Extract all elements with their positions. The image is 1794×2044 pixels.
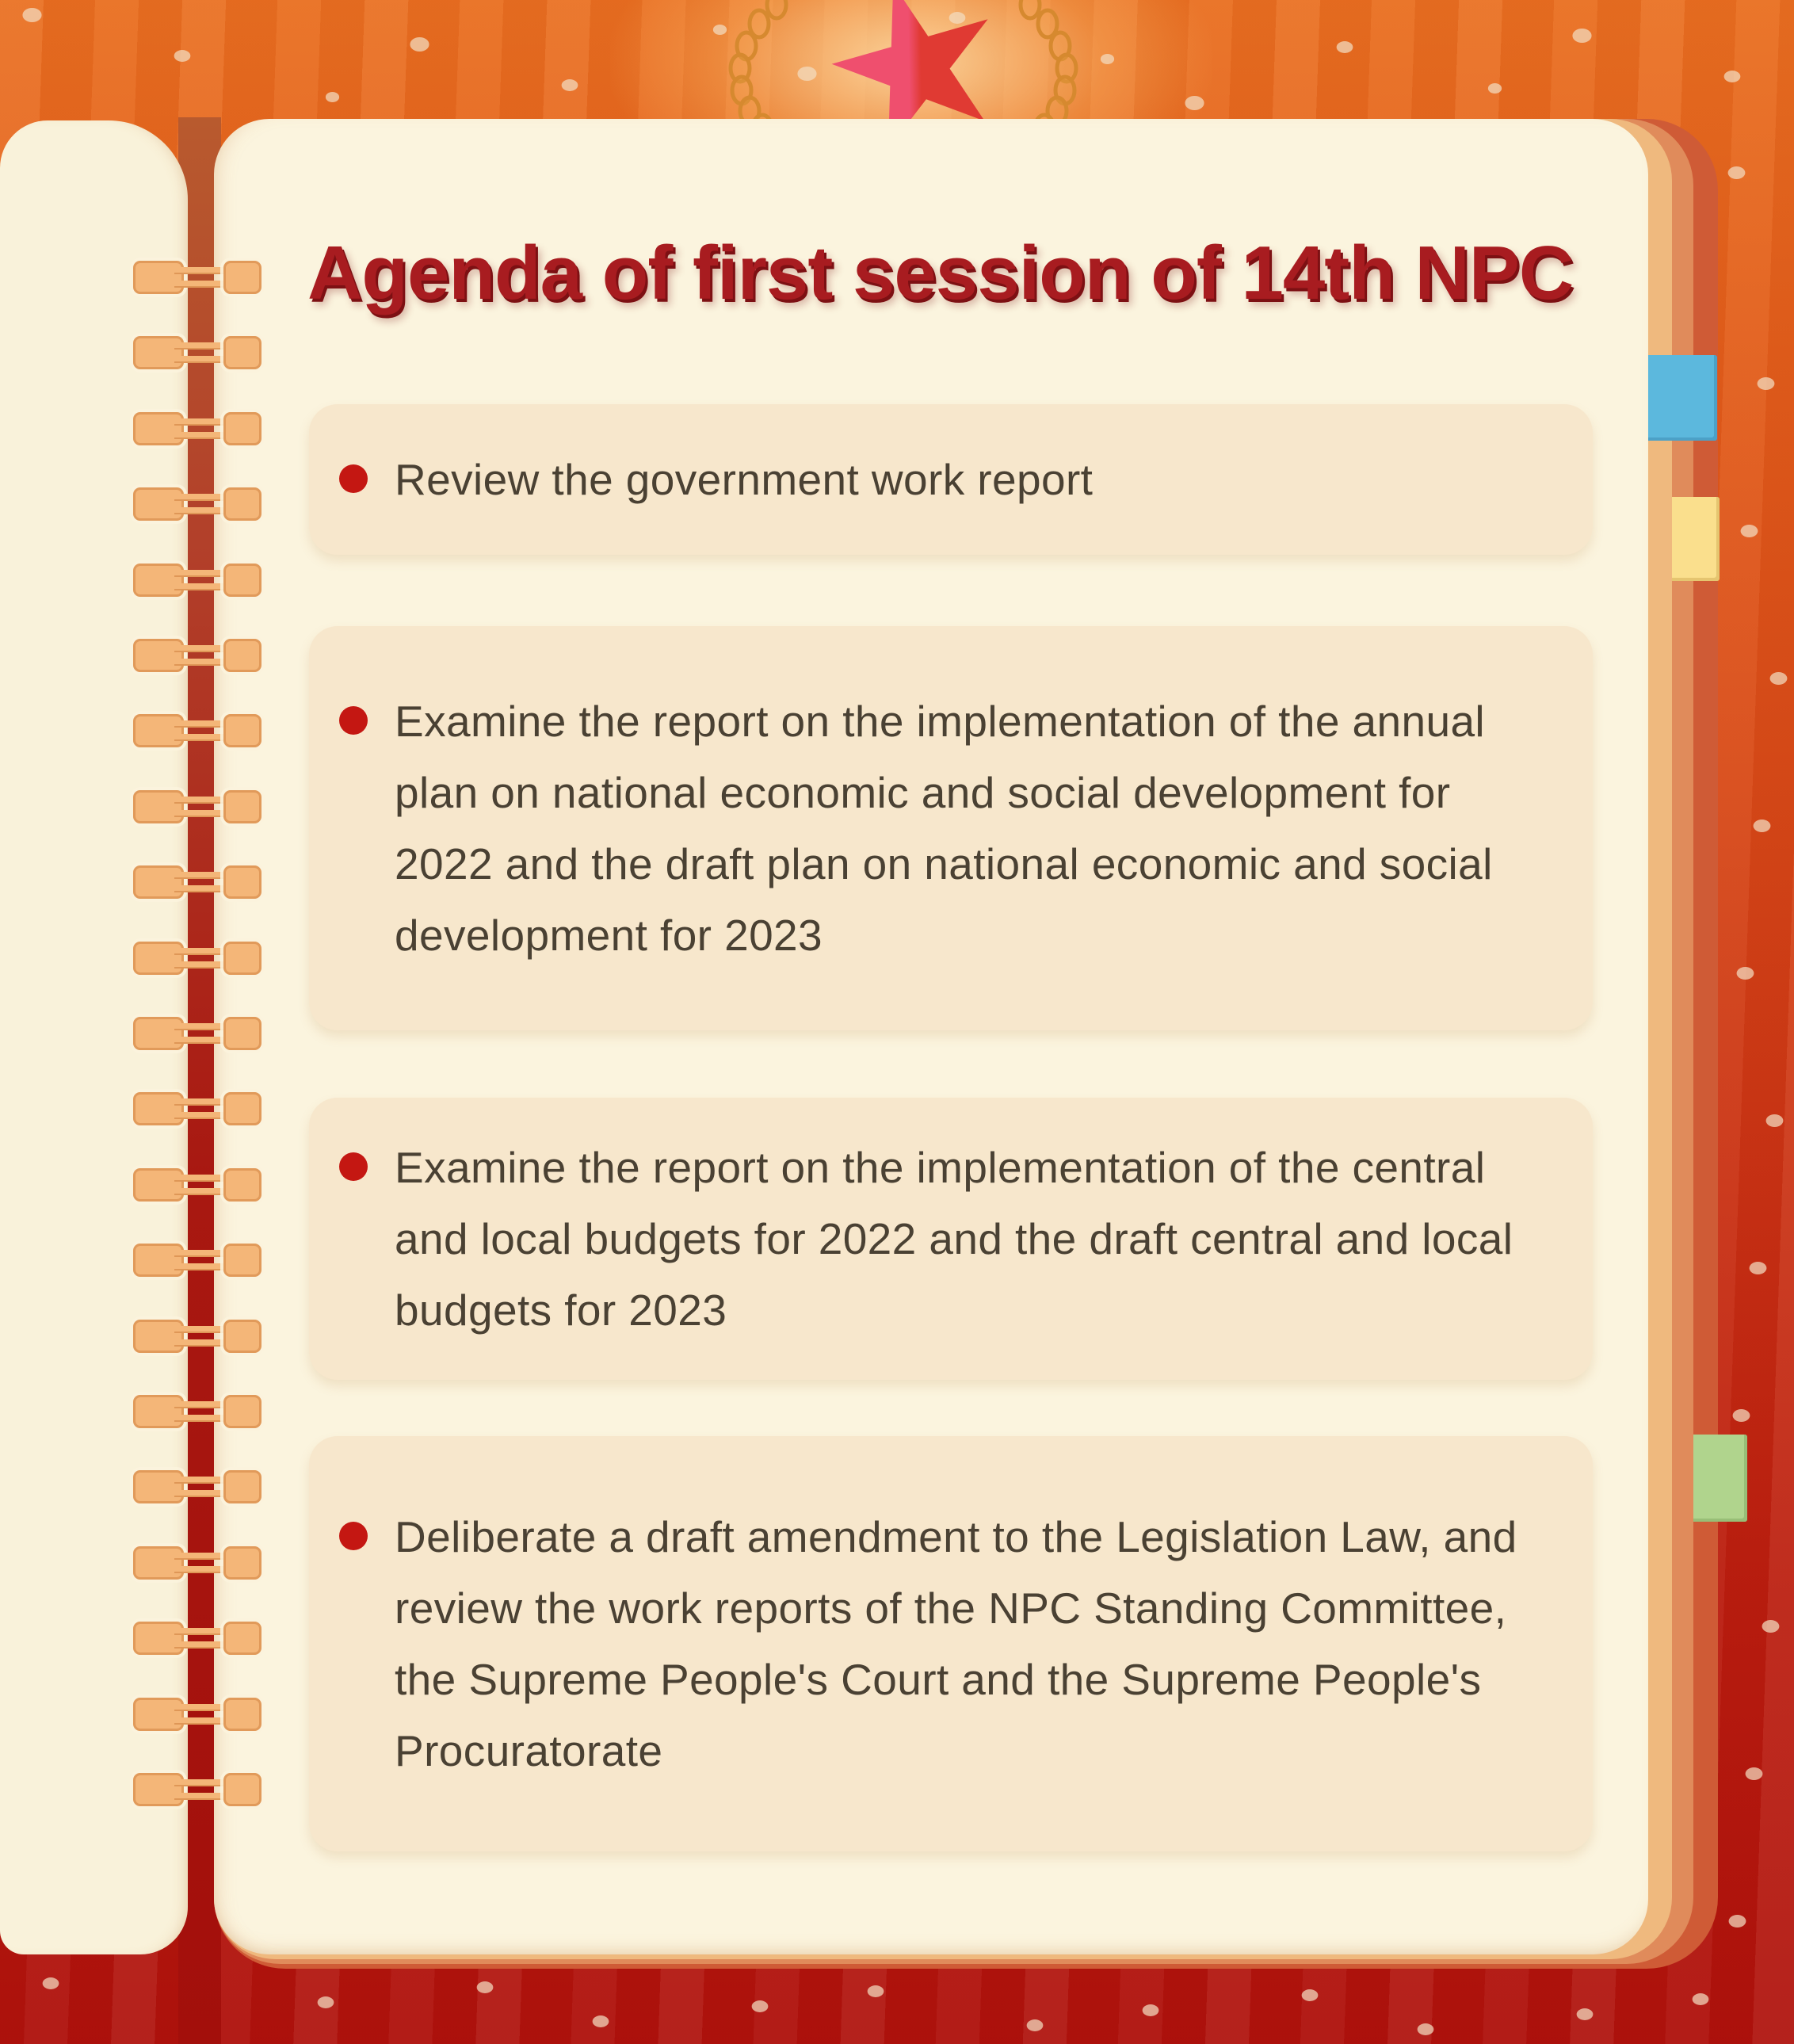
binding-ring-icon — [133, 1470, 261, 1504]
polka-dot — [1727, 166, 1746, 179]
agenda-item-text: Examine the report on the implementation… — [395, 697, 1493, 960]
binding-ring-icon — [133, 1092, 261, 1126]
polka-dot — [1765, 1114, 1784, 1127]
polka-dot — [22, 8, 42, 22]
polka-dot — [1026, 2019, 1044, 2031]
binding-ring-icon — [133, 1545, 261, 1580]
binding-ring-icon — [133, 1622, 261, 1656]
binding-ring-icon — [133, 789, 261, 823]
polka-dot — [1732, 1409, 1750, 1422]
page-title: Agenda of first session of 14th NPC — [307, 231, 1574, 315]
notebook-page: Agenda of first session of 14th NPC Revi… — [214, 119, 1648, 1954]
polka-dot — [1185, 96, 1204, 110]
bullet-dot-icon — [339, 706, 368, 735]
polka-dot — [1100, 54, 1115, 64]
polka-dot — [1572, 29, 1592, 43]
polka-dot — [561, 79, 578, 91]
bullet-dot-icon — [339, 1152, 368, 1182]
wheat-garland-icon — [728, 0, 1078, 136]
agenda-card: Review the government work report — [309, 404, 1593, 555]
binding-ring-icon — [133, 941, 261, 975]
agenda-card: Deliberate a draft amendment to the Legi… — [309, 1436, 1593, 1851]
polka-dot — [1749, 1262, 1767, 1274]
polka-dot — [1576, 2008, 1594, 2020]
polka-dot — [1487, 83, 1502, 94]
national-emblem — [681, 0, 1125, 136]
binding-ring-icon — [133, 411, 261, 445]
binding-ring-icon — [133, 1773, 261, 1806]
polka-dot — [1417, 2023, 1434, 2035]
polka-dot — [949, 12, 966, 24]
binding-ring-icon — [133, 1319, 261, 1353]
polka-dot — [712, 25, 727, 35]
polka-dot — [1736, 967, 1754, 980]
polka-dot — [1336, 41, 1353, 53]
binding-ring-icon — [133, 1395, 261, 1428]
polka-dot — [867, 1985, 884, 1997]
binding-ring-icon — [133, 487, 261, 522]
polka-dot — [751, 2000, 769, 2012]
binding-ring-icon — [133, 1697, 261, 1731]
polka-dot — [410, 37, 429, 52]
binding-ring-icon — [133, 1244, 261, 1278]
bullet-dot-icon — [339, 1522, 368, 1551]
polka-dot — [317, 1996, 334, 2008]
polka-dot — [1723, 71, 1741, 82]
binding-ring-icon — [133, 336, 261, 370]
binding-ring-icon — [133, 1017, 261, 1050]
agenda-item-text: Examine the report on the implementation… — [395, 1143, 1513, 1335]
polka-dot — [42, 1977, 59, 1989]
polka-dot — [1745, 1767, 1763, 1780]
polka-dot — [174, 50, 191, 62]
polka-dot — [325, 92, 340, 102]
polka-dot — [797, 67, 817, 81]
polka-dot — [1769, 672, 1788, 685]
polka-dot — [1142, 2004, 1159, 2016]
binding-ring-icon — [133, 865, 261, 900]
polka-dot — [1692, 1993, 1709, 2005]
polka-dot — [1762, 1620, 1780, 1633]
polka-dot — [592, 2015, 609, 2027]
binding-ring-icon — [133, 1167, 261, 1202]
binding-ring-icon — [133, 639, 261, 672]
bullet-dot-icon — [339, 464, 368, 494]
polka-dot — [1757, 377, 1775, 390]
binding-ring-icon — [133, 714, 261, 748]
agenda-card: Examine the report on the implementation… — [309, 626, 1593, 1030]
agenda-item-text: Deliberate a draft amendment to the Legi… — [395, 1512, 1517, 1775]
agenda-item-text: Review the government work report — [395, 455, 1094, 504]
agenda-card: Examine the report on the implementation… — [309, 1098, 1593, 1380]
polka-dot — [1728, 1915, 1746, 1927]
polka-dot — [1753, 820, 1771, 832]
polka-dot — [1740, 525, 1758, 537]
binding-ring-icon — [133, 563, 261, 597]
binding-ring-icon — [133, 261, 261, 294]
polka-dot — [476, 1981, 494, 1993]
polka-dot — [1301, 1989, 1319, 2001]
